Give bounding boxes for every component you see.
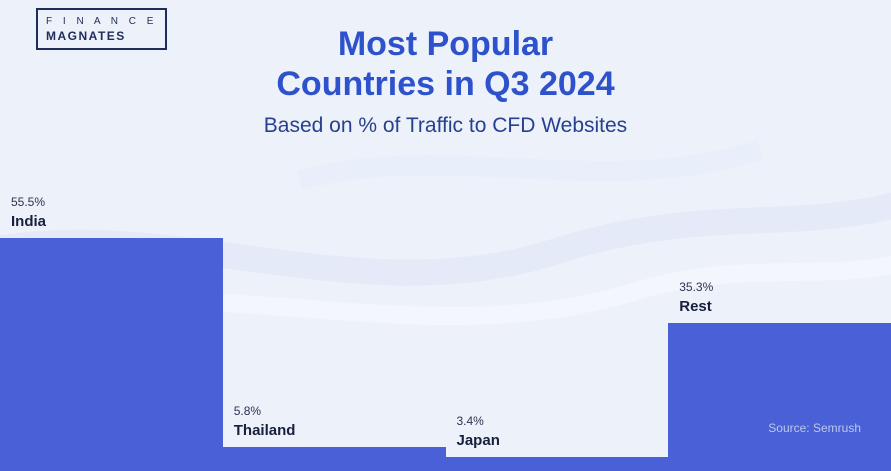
- bar-category-label: Japan: [456, 432, 500, 449]
- bar-labels-india: 55.5% India: [11, 195, 46, 230]
- bar-labels-rest: 35.3% Rest: [679, 280, 713, 315]
- bar-category-label: Thailand: [233, 422, 296, 439]
- bar-labels-japan: 3.4% Japan: [457, 414, 500, 449]
- bar-value-label: 55.5%: [11, 195, 46, 209]
- bar-category-label: Rest: [679, 298, 712, 315]
- chart-header: Most Popular Countries in Q3 2024 Based …: [0, 24, 891, 138]
- source-credit: Source: Semrush: [768, 421, 861, 435]
- chart-title-line1: Most Popular: [337, 25, 554, 63]
- bar-group-thailand: 5.8% Thailand: [222, 0, 446, 471]
- bar-labels-thailand: 5.8% Thailand: [234, 404, 296, 439]
- bar-group-japan: 3.4% Japan: [445, 0, 669, 471]
- bar-value-label: 3.4%: [456, 414, 484, 428]
- bar-category-label: India: [11, 213, 47, 230]
- bar-japan: [445, 457, 669, 471]
- bar-thailand: [222, 447, 446, 471]
- bar-group-india: 55.5% India: [0, 0, 223, 471]
- bar-value-label: 35.3%: [679, 280, 714, 294]
- logo-text-finance: F I N A N C E: [46, 16, 158, 27]
- finance-magnates-logo: F I N A N C E MAGNATES: [36, 8, 168, 50]
- bar-group-rest: 35.3% Rest: [668, 0, 891, 471]
- chart-title-line2: Countries in Q3 2024: [276, 65, 615, 103]
- bar-india: [0, 238, 223, 471]
- bar-rest: [668, 323, 891, 471]
- chart-subtitle: Based on % of Traffic to CFD Websites: [263, 114, 628, 137]
- logo-text-magnates: MAGNATES: [46, 29, 126, 43]
- chart-title: Most Popular Countries in Q3 2024: [0, 24, 891, 104]
- bar-value-label: 5.8%: [233, 404, 262, 418]
